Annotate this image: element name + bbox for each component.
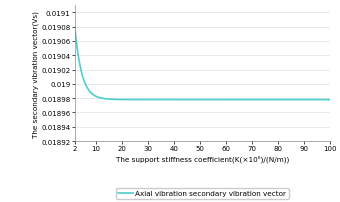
X-axis label: The support stiffness coefficient(K(×10⁵)/(N/m)): The support stiffness coefficient(K(×10⁵…	[116, 154, 289, 162]
Axial vibration secondary vibration vector	[274, 99, 278, 101]
Axial vibration secondary vibration vector	[320, 99, 324, 101]
Axial vibration secondary vibration vector	[321, 99, 325, 101]
Y-axis label: The secondary vibration vector(Vs): The secondary vibration vector(Vs)	[32, 11, 39, 137]
Axial vibration secondary vibration vector	[290, 99, 294, 101]
Legend: Axial vibration secondary vibration vector: Axial vibration secondary vibration vect…	[116, 188, 289, 199]
Axial vibration secondary vibration vector	[328, 99, 332, 101]
Axial vibration secondary vibration vector	[190, 99, 194, 101]
Axial vibration secondary vibration vector	[86, 88, 90, 90]
Axial vibration secondary vibration vector	[197, 99, 201, 101]
Line: Axial vibration secondary vibration vector: Axial vibration secondary vibration vect…	[75, 27, 330, 100]
Axial vibration secondary vibration vector	[73, 26, 77, 29]
